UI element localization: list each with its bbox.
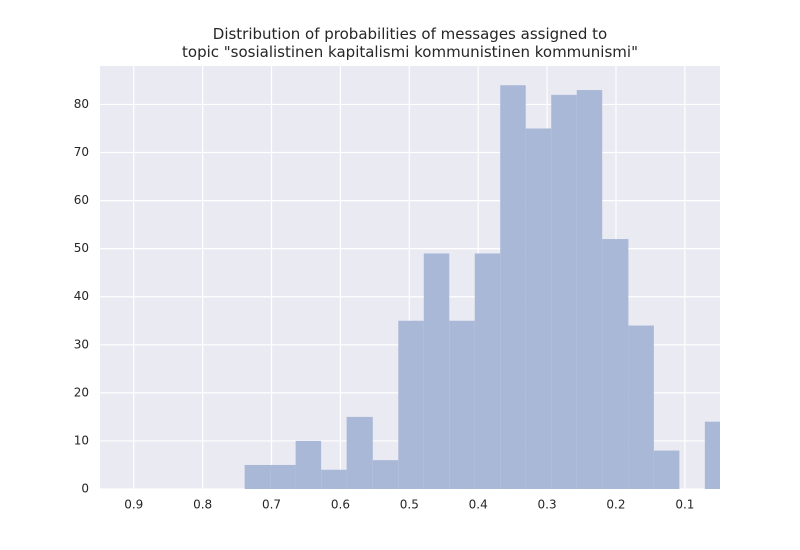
bar xyxy=(321,469,347,489)
x-tick-label: 0.7 xyxy=(262,498,281,512)
x-tick-label: 0.1 xyxy=(675,498,694,512)
labels: 0 10 20 30 40 50 60 70 80 0.9 0.8 0.7 0.6 0.5 0.4 0.3 0.… xyxy=(74,97,695,512)
x-tick-label: 0.8 xyxy=(193,498,212,512)
bar xyxy=(423,253,450,489)
bar xyxy=(500,85,526,489)
y-tick-label: 50 xyxy=(74,241,89,255)
chart-title: Distribution of probabilities of message… xyxy=(182,25,638,61)
y-tick-label: 80 xyxy=(74,97,89,111)
y-tick-label: 0 xyxy=(81,482,89,496)
bar xyxy=(398,320,424,489)
y-tick-label: 60 xyxy=(74,193,89,207)
bar xyxy=(551,94,577,489)
bar xyxy=(576,90,603,489)
x-tick-label: 0.6 xyxy=(331,498,350,512)
bar xyxy=(372,460,399,489)
x-tick-label: 0.3 xyxy=(538,498,557,512)
y-tick-label: 70 xyxy=(74,145,89,159)
bar xyxy=(628,325,654,489)
bar xyxy=(704,421,720,489)
x-tick-label: 0.4 xyxy=(469,498,488,512)
y-tick-label: 40 xyxy=(74,289,89,303)
x-tick-label: 0.2 xyxy=(606,498,625,512)
y-tick-label: 10 xyxy=(74,433,89,447)
x-tick-label: 0.9 xyxy=(124,498,143,512)
bar xyxy=(525,128,552,489)
bar xyxy=(346,416,373,489)
y-tick-label: 30 xyxy=(74,337,89,351)
bar xyxy=(653,450,680,489)
bar xyxy=(602,239,629,489)
bar xyxy=(449,320,475,489)
bar xyxy=(244,464,271,489)
bar xyxy=(474,253,501,489)
bars xyxy=(244,85,720,489)
bar xyxy=(295,440,322,489)
y-tick-label: 20 xyxy=(74,385,89,399)
x-tick-label: 0.5 xyxy=(400,498,419,512)
bar xyxy=(270,464,296,489)
